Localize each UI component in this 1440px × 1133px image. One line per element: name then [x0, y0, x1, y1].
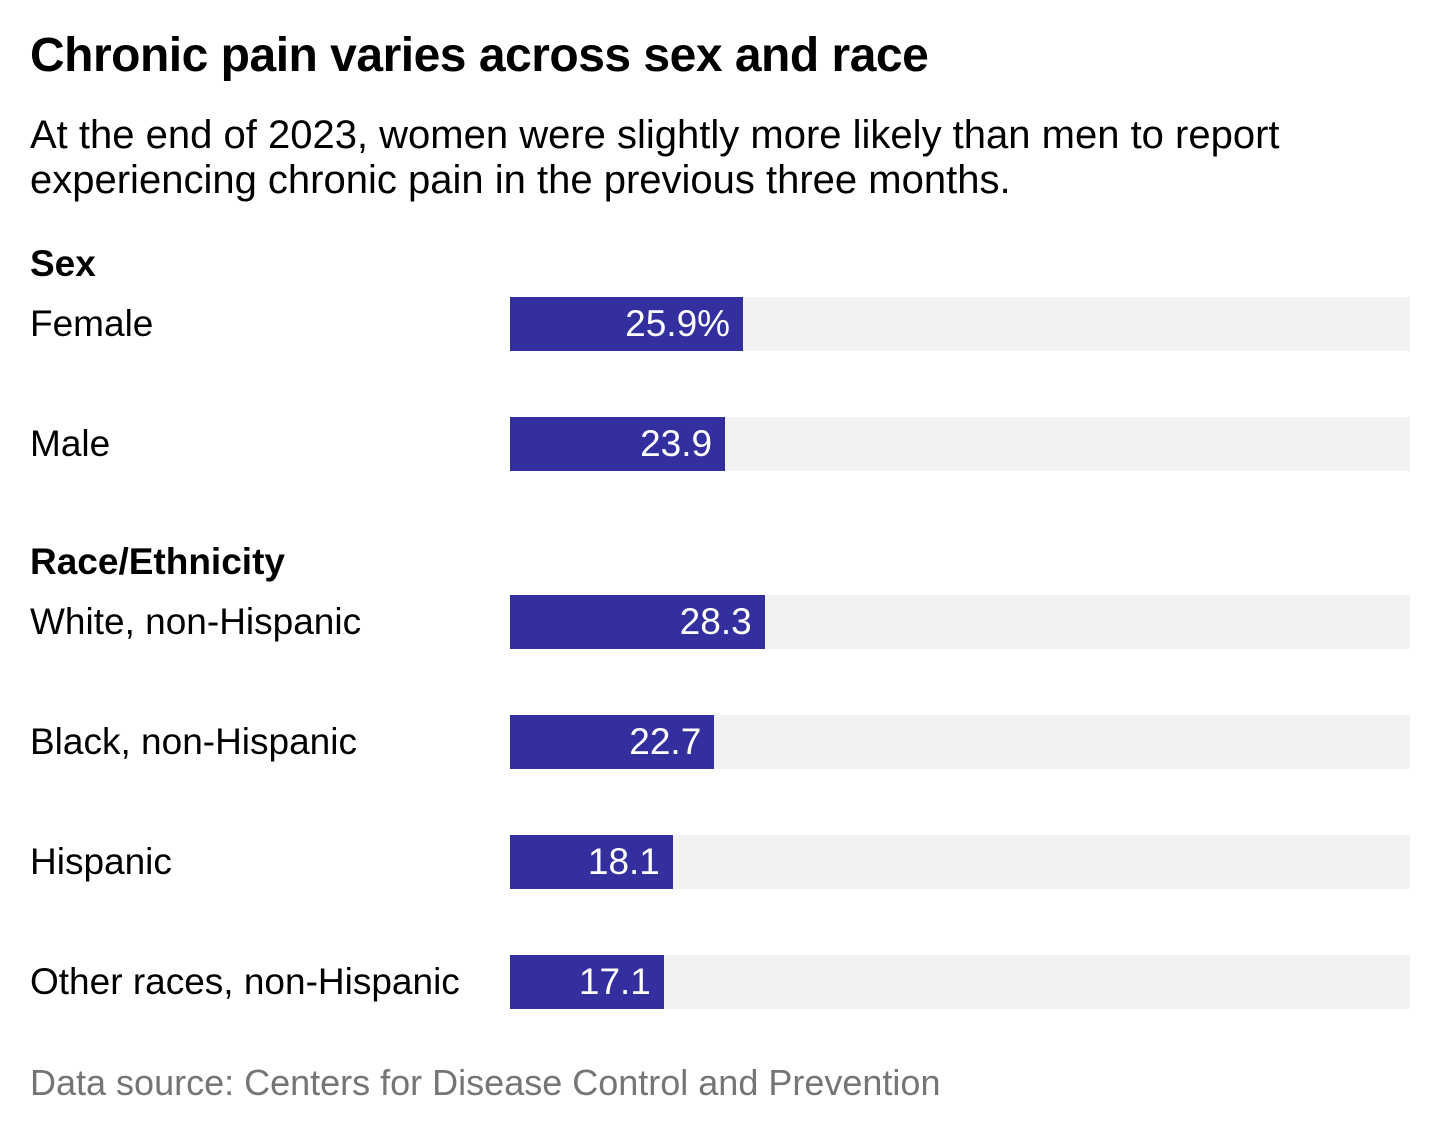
bar-value-label: 25.9% [625, 303, 731, 344]
bar-track: 23.9 [510, 417, 1410, 471]
bar-fill-white: 28.3 [510, 595, 765, 649]
bar-value-label: 17.1 [578, 961, 651, 1002]
row-label-white: White, non-Hispanic [30, 600, 362, 642]
section-header-sex: Sex [30, 243, 96, 284]
bar-fill-other-races: 17.1 [510, 955, 664, 1009]
row-label-other-races: Other races, non-Hispanic [30, 960, 460, 1002]
bar-row-male: Male 23.9 [30, 417, 1410, 471]
bar-track: 25.9% [510, 297, 1410, 351]
chart-subtitle: At the end of 2023, women were slightly … [30, 113, 1280, 202]
bar-value-label: 23.9 [640, 423, 713, 464]
bar-row-white: White, non-Hispanic 28.3 [30, 595, 1410, 649]
chart-title: Chronic pain varies across sex and race [30, 29, 929, 82]
row-label-male: Male [30, 422, 111, 464]
row-label-female: Female [30, 302, 154, 344]
data-source-note: Data source: Centers for Disease Control… [30, 1062, 941, 1103]
bar-fill-female: 25.9% [510, 297, 744, 351]
bar-track: 22.7 [510, 715, 1410, 769]
bar-value-label: 18.1 [587, 841, 660, 882]
bar-track: 18.1 [510, 835, 1410, 889]
bar-row-other-races: Other races, non-Hispanic 17.1 [30, 955, 1410, 1009]
row-label-black: Black, non-Hispanic [30, 720, 357, 762]
bar-value-label: 22.7 [629, 721, 702, 762]
bar-fill-male: 23.9 [510, 417, 726, 471]
bar-track: 28.3 [510, 595, 1410, 649]
bar-row-hispanic: Hispanic 18.1 [30, 835, 1410, 889]
bar-fill-black: 22.7 [510, 715, 715, 769]
bar-row-female: Female 25.9% [30, 297, 1410, 351]
bar-fill-hispanic: 18.1 [510, 835, 673, 889]
bar-track: 17.1 [510, 955, 1410, 1009]
row-label-hispanic: Hispanic [30, 840, 172, 882]
bar-row-black: Black, non-Hispanic 22.7 [30, 715, 1410, 769]
section-header-race-ethnicity: Race/Ethnicity [30, 541, 285, 582]
bar-value-label: 28.3 [679, 601, 752, 642]
